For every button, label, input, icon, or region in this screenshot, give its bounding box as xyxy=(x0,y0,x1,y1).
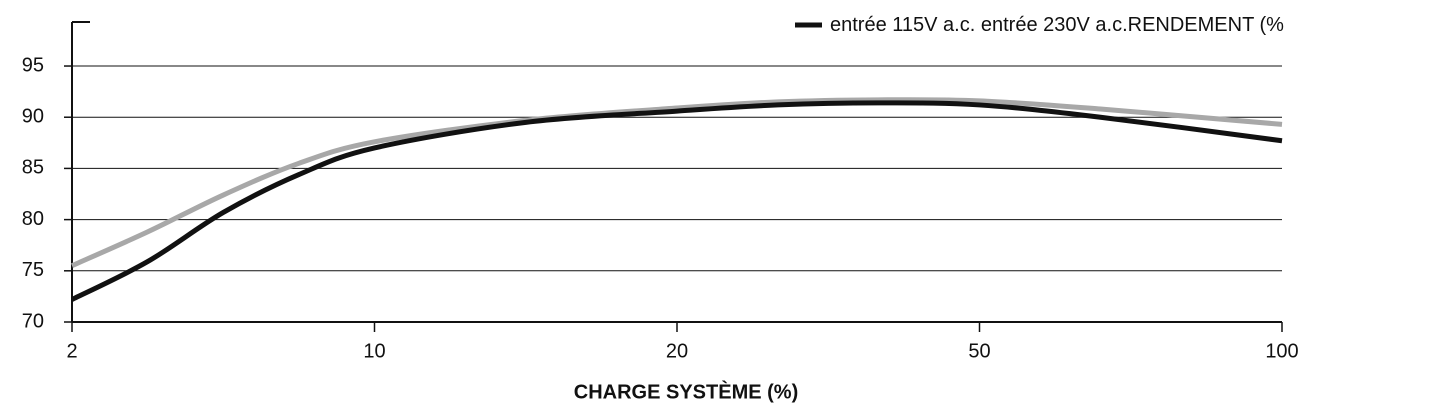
x-tick-label: 20 xyxy=(666,340,688,362)
line xyxy=(70,97,1283,268)
y-tick-label: 90 xyxy=(22,106,44,128)
legend-entry: entrée 115V a.c. xyxy=(830,14,975,36)
y-tick-label: 85 xyxy=(22,157,44,179)
x-tick-label: 2 xyxy=(66,340,77,362)
y-tick-label: 95 xyxy=(22,54,44,76)
x-tick-label: 50 xyxy=(968,340,990,362)
y-tick-label: 80 xyxy=(22,208,44,230)
x-tick-label: 100 xyxy=(1265,340,1298,362)
line xyxy=(70,100,1283,302)
legend-entry: entrée 230V a.c. xyxy=(981,14,1128,36)
y-tick-label: 70 xyxy=(22,310,44,332)
x-axis-label: CHARGE SYSTÈME (%) xyxy=(574,380,798,403)
y-tick-label: 75 xyxy=(22,259,44,281)
legend: entrée 115V a.c. entrée 230V a.c.RENDEME… xyxy=(830,14,1284,36)
y-axis-label: RENDEMENT (% xyxy=(1128,14,1285,36)
x-tick-label: 10 xyxy=(363,340,385,362)
